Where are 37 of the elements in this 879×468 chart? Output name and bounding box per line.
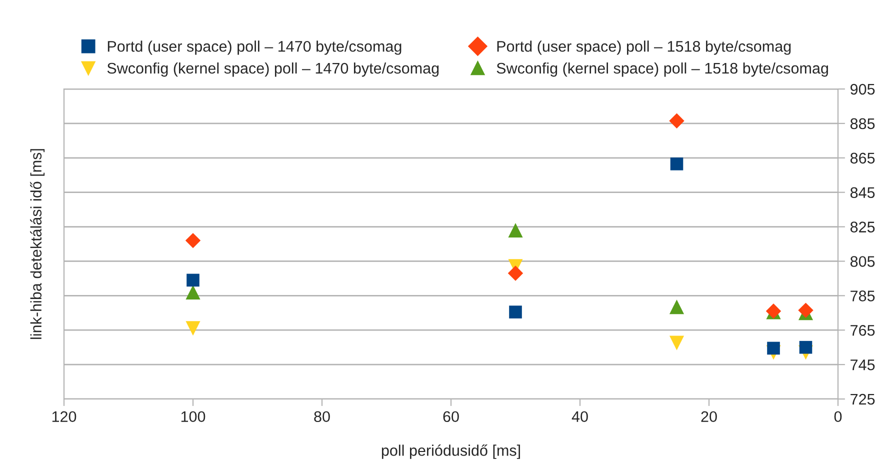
point [508, 222, 523, 238]
y-tick-label: 885 [850, 118, 875, 130]
legend-label: Swconfig (kernel space) poll – 1470 byte/csomag [107, 62, 439, 77]
point [186, 321, 200, 336]
legend-label: Swconfig (kernel space) poll – 1518 byte/csomag [496, 62, 828, 77]
point [799, 340, 812, 354]
y-tick-label: 845 [850, 187, 875, 198]
x-tick-label: 20 [701, 411, 717, 422]
x-tick-label: 0 [834, 411, 842, 422]
y-tick-label: 785 [850, 290, 875, 302]
y-tick-label: 745 [850, 360, 875, 370]
point [670, 158, 684, 170]
point [508, 266, 524, 281]
point [186, 284, 200, 300]
x-tick-label: 40 [572, 411, 588, 422]
x-axis-title: poll periódusidő [ms] [382, 444, 520, 459]
y-tick-label: 725 [850, 394, 875, 405]
x-tick-label: 80 [314, 411, 330, 422]
point [185, 232, 201, 248]
y-tick-label: 765 [850, 324, 875, 336]
point [669, 336, 684, 350]
point [186, 274, 200, 287]
y-axis-title: link-hiba detektálási idő [ms] [30, 149, 45, 339]
legend-label: Portd (user space) poll – 1518 byte/csomag [497, 40, 791, 55]
y-tick-label: 905 [850, 84, 875, 95]
point [798, 302, 814, 318]
y-tick-label: 805 [850, 256, 875, 267]
point [509, 306, 522, 318]
point [669, 113, 684, 128]
x-tick-label: 120 [52, 411, 76, 422]
y-tick-label: 865 [850, 152, 875, 164]
x-tick-label: 100 [181, 411, 206, 422]
point [767, 342, 780, 355]
point [669, 300, 684, 314]
x-tick-label: 60 [443, 411, 459, 422]
y-tick-label: 825 [850, 222, 875, 232]
legend-label: Portd (user space) poll – 1470 byte/csomag [108, 40, 402, 55]
